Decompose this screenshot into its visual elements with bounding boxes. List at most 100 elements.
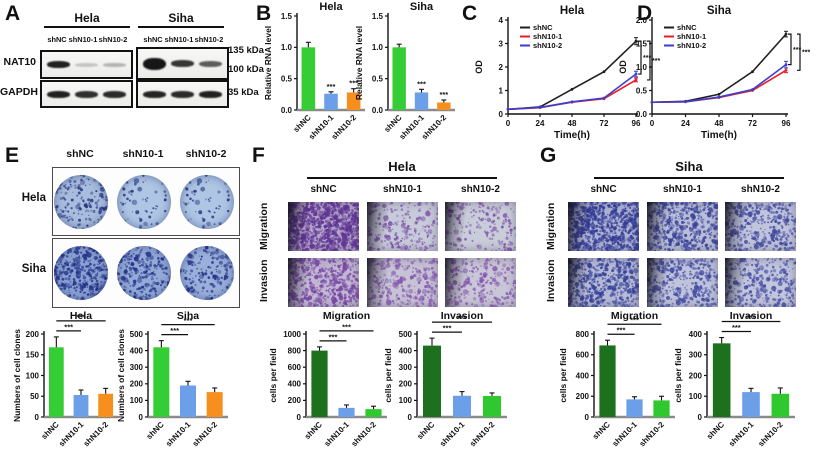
svg-text:Migration: Migration [323, 310, 370, 322]
panel-e-label: E [5, 144, 20, 167]
panel-c-label: C [462, 2, 478, 25]
svg-text:0.5: 0.5 [636, 86, 648, 95]
colony-col-header: shNC [66, 148, 94, 160]
colony-row-siha: Siha [21, 263, 46, 275]
svg-text:***: *** [64, 322, 73, 331]
svg-text:Siha: Siha [410, 1, 434, 13]
chart-migration-hela: Migration 0 200 400 600 800 1000 cells per fiel… [268, 310, 391, 455]
svg-text:shN10-1: shN10-1 [323, 420, 352, 449]
transwell-image [725, 258, 796, 307]
svg-text:shN10-1: shN10-1 [677, 32, 706, 41]
transwell-row-invasion: Invasion [258, 259, 270, 303]
svg-text:1.0: 1.0 [281, 43, 293, 52]
transwell-image [288, 258, 359, 307]
svg-text:400: 400 [288, 380, 302, 389]
svg-text:shNC: shNC [40, 420, 61, 441]
transwell-col-header: shN10-1 [663, 184, 702, 195]
colony-box-siha [52, 238, 240, 308]
svg-text:1.5: 1.5 [372, 12, 384, 21]
svg-text:72: 72 [748, 119, 757, 128]
chart-migration-siha: Migration 0 200 400 600 800 cells per field shN… [558, 310, 679, 455]
svg-text:***: *** [458, 314, 467, 323]
svg-text:4: 4 [499, 16, 504, 25]
svg-text:1.0: 1.0 [636, 63, 648, 72]
svg-text:***: *** [443, 324, 452, 333]
svg-text:***: *** [342, 322, 351, 331]
svg-text:Hela: Hela [70, 310, 92, 322]
transwell-row-invasion: Invasion [545, 259, 557, 303]
svg-text:96: 96 [782, 119, 791, 128]
svg-text:shN10-2: shN10-2 [350, 420, 379, 449]
svg-text:0: 0 [499, 110, 504, 119]
panel-a-label: A [5, 2, 21, 25]
svg-text:0: 0 [297, 413, 302, 422]
lane-label: shNC [47, 35, 67, 44]
svg-text:cells per field: cells per field [383, 348, 393, 402]
svg-text:100: 100 [399, 396, 413, 405]
svg-text:24: 24 [681, 119, 690, 128]
svg-text:300: 300 [399, 363, 413, 372]
transwell-col-header: shNC [310, 184, 337, 195]
colony-dish [54, 246, 108, 300]
svg-text:400: 400 [130, 346, 144, 355]
svg-text:***: *** [77, 312, 86, 321]
transwell-image [445, 258, 516, 307]
svg-text:Siha: Siha [707, 5, 732, 17]
lane-label: shN10-2 [98, 35, 128, 44]
svg-text:0.0: 0.0 [281, 106, 293, 115]
svg-text:400: 400 [399, 346, 413, 355]
svg-text:shNC: shNC [145, 420, 166, 441]
protein-label-nat10: NAT10 [3, 56, 36, 68]
svg-text:***: *** [802, 50, 810, 57]
transwell-image [647, 258, 718, 307]
svg-text:200: 200 [399, 380, 413, 389]
protein-label-gapdh: GAPDH [0, 86, 38, 98]
lane-label: shNC [143, 35, 163, 44]
transwell-row-migration: Migration [545, 202, 557, 250]
svg-text:shN10-2: shN10-2 [82, 420, 111, 449]
svg-text:shNC: shNC [533, 23, 553, 32]
svg-text:1000: 1000 [283, 330, 301, 339]
panel-b-label: B [256, 2, 272, 25]
transwell-title-hela: Hela [307, 159, 497, 179]
svg-text:0: 0 [139, 413, 144, 422]
chart-rna-hela: Hela 0.0 0.5 1.0 1.5 Relative RNA level shNC **… [263, 0, 369, 148]
transwell-image [647, 202, 718, 251]
svg-text:OD: OD [618, 60, 628, 74]
transwell-col-header: shN10-2 [741, 184, 780, 195]
colony-dish [117, 246, 171, 300]
marker-100kda: 100 kDa [228, 64, 264, 75]
svg-text:shN10-1: shN10-1 [57, 420, 86, 449]
lane-label: shN10-1 [164, 35, 194, 44]
svg-text:***: *** [329, 332, 338, 341]
transwell-col-header: shNC [590, 184, 617, 195]
svg-text:24: 24 [536, 119, 545, 128]
svg-text:1: 1 [499, 86, 504, 95]
svg-text:2.0: 2.0 [636, 16, 648, 25]
svg-text:1.5: 1.5 [636, 39, 648, 48]
chart-clones-hela: Hela 0 50 100 150 200 Numbers of cell clones sh… [12, 310, 122, 455]
transwell-image [367, 202, 438, 251]
colony-box-hela [52, 167, 240, 236]
svg-text:***: *** [184, 316, 193, 325]
blot-hela-gapdh [40, 80, 133, 108]
svg-text:800: 800 [288, 346, 302, 355]
colony-dish [54, 175, 108, 229]
svg-text:0.0: 0.0 [636, 110, 648, 119]
chart-invasion-siha: Invasion 0 100 200 300 400 cells per field shNC… [673, 310, 799, 455]
svg-text:***: *** [439, 90, 448, 99]
svg-text:Hela: Hela [319, 1, 343, 13]
transwell-image [445, 202, 516, 251]
svg-text:48: 48 [568, 119, 577, 128]
svg-text:shNC: shNC [677, 23, 697, 32]
svg-text:0: 0 [408, 413, 413, 422]
svg-text:0: 0 [506, 119, 511, 128]
svg-text:100: 100 [26, 371, 40, 380]
chart-rna-siha: Siha 0.0 0.5 1.0 1.5 Relative RNA level shNC **… [354, 0, 459, 148]
lane-label: shN10-2 [194, 35, 224, 44]
svg-text:shNC: shNC [292, 113, 313, 134]
svg-text:Relative RNA level: Relative RNA level [263, 26, 273, 100]
transwell-image [367, 258, 438, 307]
svg-text:***: *** [170, 326, 179, 335]
